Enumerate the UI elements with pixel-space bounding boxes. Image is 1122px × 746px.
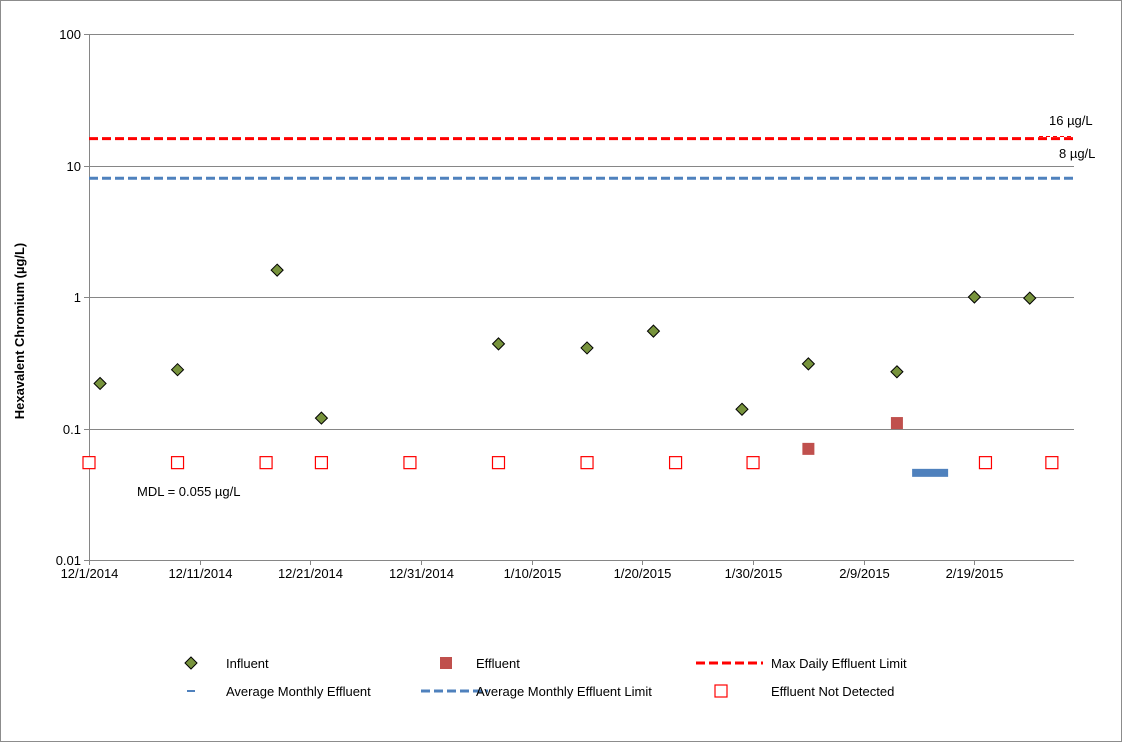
gridlines — [89, 34, 1074, 430]
x-tick-label: 12/31/2014 — [389, 566, 454, 581]
legend-label: Average Monthly Effluent Limit — [476, 684, 652, 699]
legend-influent-marker — [184, 656, 198, 670]
axes — [84, 34, 1074, 565]
influent-point — [967, 290, 982, 304]
x-tick-label: 1/10/2015 — [504, 566, 562, 581]
not-detected-point — [259, 456, 273, 470]
not-detected-point — [82, 456, 96, 470]
influent-point — [314, 411, 329, 425]
legend-not-detected-marker — [714, 684, 728, 698]
x-tick-labels: 12/1/2014 12/11/2014 12/21/2014 12/31/2014 1… — [61, 566, 1004, 581]
mdl-annotation: MDL = 0.055 µg/L — [137, 484, 241, 499]
influent-point — [646, 324, 661, 338]
not-detected-point — [491, 456, 506, 470]
influent-point — [1023, 291, 1037, 305]
y-tick-label: 0.1 — [63, 422, 81, 437]
legend-label: Average Monthly Effluent — [226, 684, 371, 699]
not-detected-point — [668, 456, 683, 470]
avg-monthly-effluent-mark — [912, 468, 949, 477]
avg-limit-annotation: 8 µg/L — [1059, 146, 1095, 161]
influent-point — [93, 376, 107, 391]
influent-point — [801, 357, 816, 371]
influent-point — [170, 362, 185, 377]
not-detected-point — [978, 456, 993, 470]
limit-lines — [89, 136, 1074, 180]
not-detected-point — [314, 456, 329, 470]
not-detected-point — [746, 456, 760, 470]
not-detected-point — [403, 456, 417, 470]
x-tick-label: 12/21/2014 — [278, 566, 343, 581]
effluent-point — [890, 417, 903, 430]
y-tick-labels: 0.01 0.1 1 10 100 — [56, 27, 81, 568]
legend: Influent Effluent Max Daily Effluent Limit… — [184, 656, 907, 699]
legend-effluent-marker — [440, 657, 452, 669]
x-tick-label: 1/30/2015 — [725, 566, 783, 581]
influent-point — [890, 365, 904, 379]
not-detected-point — [1045, 456, 1059, 470]
influent-point — [735, 402, 749, 416]
x-tick-label: 2/19/2015 — [946, 566, 1004, 581]
x-tick-label: 12/11/2014 — [168, 566, 232, 581]
legend-label: Effluent Not Detected — [771, 684, 894, 699]
y-tick-label: 1 — [74, 290, 81, 305]
y-tick-label: 100 — [59, 27, 81, 42]
legend-label: Effluent — [476, 656, 520, 671]
x-tick-label: 2/9/2015 — [839, 566, 890, 581]
y-axis-label: Hexavalent Chromium (µg/L) — [12, 243, 27, 420]
x-tick-label: 12/1/2014 — [61, 566, 119, 581]
x-tick-label: 1/20/2015 — [614, 566, 672, 581]
y-tick-label: 0.01 — [56, 553, 81, 568]
effluent-point — [802, 442, 815, 455]
not-detected-point — [580, 456, 594, 470]
legend-label: Influent — [226, 656, 269, 671]
influent-point — [270, 263, 284, 277]
legend-label: Max Daily Effluent Limit — [771, 656, 907, 671]
influent-point — [491, 337, 506, 351]
max-limit-annotation: 16 µg/L — [1049, 113, 1093, 128]
influent-point — [580, 341, 594, 355]
y-tick-label: 10 — [67, 159, 81, 174]
data-marks — [82, 263, 1059, 477]
legend-avg-effluent-marker — [187, 690, 195, 692]
not-detected-point — [170, 456, 185, 470]
